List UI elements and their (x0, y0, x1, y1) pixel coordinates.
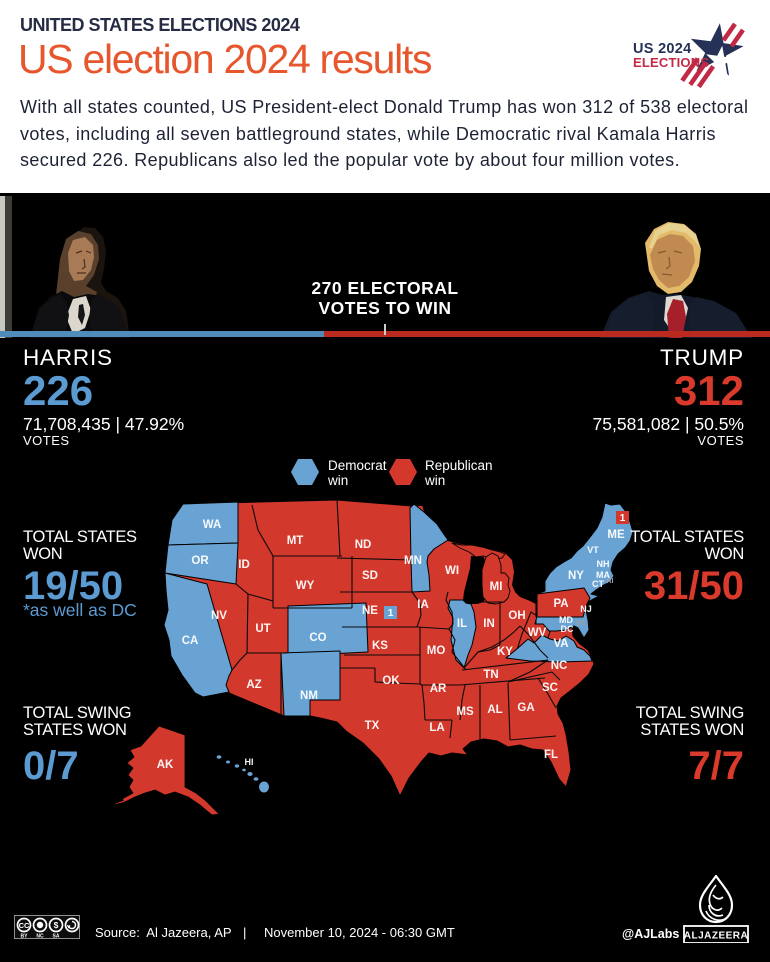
svg-text:NM: NM (300, 690, 318, 702)
svg-text:NJ: NJ (580, 604, 592, 614)
svg-text:NC: NC (551, 660, 568, 672)
svg-text:ND: ND (355, 539, 372, 551)
svg-text:NY: NY (568, 570, 584, 582)
svg-text:PA: PA (553, 598, 568, 610)
svg-text:IN: IN (483, 618, 495, 630)
svg-text:NE: NE (362, 605, 378, 617)
svg-text:WV: WV (528, 627, 547, 639)
svg-text:NC: NC (36, 934, 44, 940)
svg-text:WA: WA (203, 519, 222, 531)
svg-text:AR: AR (430, 683, 447, 695)
svg-text:CC: CC (19, 921, 30, 930)
svg-text:AZ: AZ (246, 679, 261, 691)
svg-text:FL: FL (544, 749, 558, 761)
svg-text:ALJAZEERA: ALJAZEERA (684, 931, 749, 942)
svg-text:DC: DC (561, 624, 574, 634)
svg-text:MD: MD (559, 615, 573, 625)
svg-text:$: $ (54, 920, 59, 930)
svg-text:UT: UT (255, 623, 270, 635)
svg-text:KS: KS (372, 640, 388, 652)
svg-text:US 2024: US 2024 (633, 41, 692, 57)
svg-text:SC: SC (542, 682, 558, 694)
svg-text:CA: CA (182, 635, 199, 647)
svg-text:MS: MS (456, 706, 474, 718)
svg-text:BY: BY (21, 934, 29, 940)
svg-text:HI: HI (245, 757, 254, 767)
svg-text:MO: MO (427, 645, 446, 657)
svg-text:SA: SA (53, 934, 60, 940)
svg-text:1: 1 (388, 608, 394, 619)
svg-text:DE: DE (576, 620, 586, 627)
svg-text:MA: MA (596, 570, 610, 580)
svg-text:TX: TX (365, 720, 380, 732)
svg-text:VA: VA (553, 638, 568, 650)
svg-text:LA: LA (429, 722, 444, 734)
svg-text:VT: VT (587, 545, 599, 555)
svg-text:GA: GA (517, 702, 534, 714)
svg-text:AL: AL (487, 704, 502, 716)
svg-text:OR: OR (191, 555, 209, 567)
svg-text:IL: IL (457, 618, 467, 630)
svg-text:OH: OH (508, 610, 525, 622)
svg-text:MT: MT (287, 535, 304, 547)
svg-text:NV: NV (211, 610, 227, 622)
svg-text:ELECTIONS: ELECTIONS (633, 55, 709, 70)
svg-text:CT: CT (592, 579, 604, 589)
svg-text:OK: OK (382, 675, 400, 687)
svg-text:MN: MN (404, 555, 422, 567)
svg-text:MI: MI (490, 581, 503, 593)
svg-text:KY: KY (497, 646, 513, 658)
svg-text:IA: IA (417, 599, 429, 611)
svg-text:ID: ID (238, 559, 250, 571)
svg-text:WY: WY (296, 580, 315, 592)
svg-text:NH: NH (597, 559, 610, 569)
svg-text:SD: SD (362, 570, 378, 582)
svg-text:ME: ME (607, 529, 625, 541)
svg-text:TN: TN (483, 669, 498, 681)
svg-text:WI: WI (445, 565, 459, 577)
svg-text:CO: CO (309, 632, 326, 644)
svg-text:AK: AK (157, 759, 174, 771)
svg-text:1: 1 (620, 513, 626, 524)
svg-text:RI: RI (607, 578, 614, 585)
